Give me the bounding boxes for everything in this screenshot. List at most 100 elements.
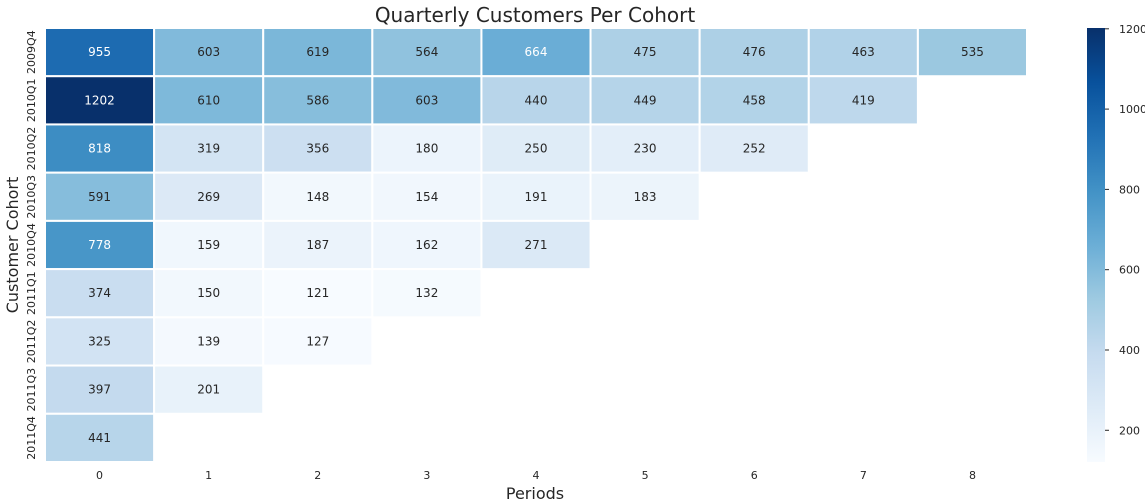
y-tick-label: 2009Q4 (25, 30, 38, 74)
y-tick-label: 2010Q2 (25, 127, 38, 171)
x-tick-labels: 0 1 2 3 4 5 6 7 8 (96, 469, 976, 482)
heatmap-cell (589, 123, 701, 174)
y-tick-label: 2011Q3 (25, 368, 38, 412)
x-tick-label: 6 (751, 469, 758, 482)
cell-value-label: 419 (852, 93, 875, 107)
cell-value-label: 778 (88, 238, 111, 252)
cell-value-label: 356 (306, 142, 329, 156)
heatmap-cell (44, 412, 156, 463)
x-tick-label: 3 (423, 469, 430, 482)
cell-value-label: 271 (525, 238, 548, 252)
cell-value-label: 476 (743, 45, 766, 59)
cell-value-label: 664 (525, 45, 548, 59)
heatmap-cell (371, 123, 483, 174)
cell-value-label: 619 (306, 45, 329, 59)
cell-value-label: 603 (197, 45, 220, 59)
cell-value-label: 252 (743, 142, 766, 156)
cell-value-label: 183 (634, 190, 657, 204)
x-axis-label: Periods (506, 484, 564, 503)
cell-value-label: 475 (634, 45, 657, 59)
cell-value-label: 191 (525, 190, 548, 204)
x-tick-label: 0 (96, 469, 103, 482)
heatmap-cell (153, 364, 265, 415)
cell-value-label: 269 (197, 190, 220, 204)
cell-value-label: 441 (88, 431, 111, 445)
cell-value-label: 132 (415, 286, 438, 300)
chart-title: Quarterly Customers Per Cohort (375, 3, 696, 27)
cell-value-label: 535 (961, 45, 984, 59)
heatmap-cell (262, 171, 374, 222)
colorbar-tick-label: 1000 (1119, 103, 1145, 116)
heatmap-cell (698, 123, 810, 174)
cell-value-label: 159 (197, 238, 220, 252)
heatmap-cell (153, 268, 265, 319)
heatmap-cell (480, 123, 592, 174)
cell-value-label: 603 (415, 93, 438, 107)
heatmap-cell (44, 27, 156, 78)
heatmap-cell (153, 123, 265, 174)
cell-value-label: 162 (415, 238, 438, 252)
cell-value-label: 440 (525, 93, 548, 107)
heatmap-cell (807, 75, 919, 126)
heatmap-cell (262, 75, 374, 126)
cell-value-label: 127 (306, 334, 329, 348)
heatmap-cell (480, 219, 592, 271)
cell-value-label: 458 (743, 93, 766, 107)
cell-value-label: 397 (88, 383, 111, 397)
y-tick-label: 2011Q4 (25, 416, 38, 460)
cell-value-label: 150 (197, 286, 220, 300)
x-tick-label: 4 (533, 469, 540, 482)
x-tick-label: 2 (314, 469, 321, 482)
x-tick-label: 1 (205, 469, 212, 482)
y-axis-label: Customer Cohort (3, 177, 22, 314)
colorbar-tick-label: 600 (1119, 264, 1140, 277)
cell-value-label: 586 (306, 93, 329, 107)
heatmap-cell (44, 268, 156, 319)
heatmap-cells: 955 603 619 564 664 475 476 463 535 1202 610 586 603… (44, 27, 1029, 463)
cell-value-label: 180 (415, 142, 438, 156)
x-tick-label: 7 (860, 469, 867, 482)
cell-value-label: 139 (197, 334, 220, 348)
colorbar-tick-label: 200 (1119, 424, 1140, 437)
cell-value-label: 564 (415, 45, 438, 59)
y-tick-label: 2010Q4 (25, 223, 38, 267)
y-tick-label: 2010Q1 (25, 79, 38, 123)
cell-value-label: 463 (852, 45, 875, 59)
cell-value-label: 955 (88, 45, 111, 59)
x-tick-label: 8 (969, 469, 976, 482)
heatmap-cell (916, 27, 1029, 78)
cell-value-label: 1202 (84, 93, 115, 107)
colorbar-tick-label: 1200 (1119, 23, 1145, 36)
heatmap-cell (371, 268, 483, 319)
cell-value-label: 187 (306, 238, 329, 252)
heatmap-cell (480, 75, 592, 126)
x-tick-label: 5 (642, 469, 649, 482)
y-tick-label: 2011Q1 (25, 271, 38, 315)
cell-value-label: 319 (197, 142, 220, 156)
cell-value-label: 591 (88, 190, 111, 204)
cell-value-label: 449 (634, 93, 657, 107)
heatmap-cell (480, 171, 592, 222)
colorbar-tick-label: 400 (1119, 344, 1140, 357)
y-tick-label: 2011Q2 (25, 320, 38, 364)
heatmap-cell (698, 75, 810, 126)
cell-value-label: 374 (88, 286, 111, 300)
heatmap-cell (153, 27, 265, 78)
cell-value-label: 250 (525, 142, 548, 156)
y-tick-label: 2010Q3 (25, 175, 38, 219)
y-tick-labels: 2009Q4 2010Q1 2010Q2 2010Q3 2010Q4 2011Q1 2011… (25, 30, 38, 459)
heatmap-cell (589, 27, 701, 78)
cell-value-label: 325 (88, 334, 111, 348)
cell-value-label: 230 (634, 142, 657, 156)
cell-value-label: 201 (197, 383, 220, 397)
colorbar-tick-label: 800 (1119, 183, 1140, 196)
heatmap-cell (807, 27, 919, 78)
heatmap-cell (589, 171, 701, 222)
cell-value-label: 121 (306, 286, 329, 300)
cell-value-label: 148 (306, 190, 329, 204)
heatmap-cell (44, 219, 156, 271)
heatmap-cell (262, 123, 374, 174)
colorbar: 200 400 600 800 1000 1200 (1087, 23, 1145, 462)
cell-value-label: 154 (415, 190, 438, 204)
